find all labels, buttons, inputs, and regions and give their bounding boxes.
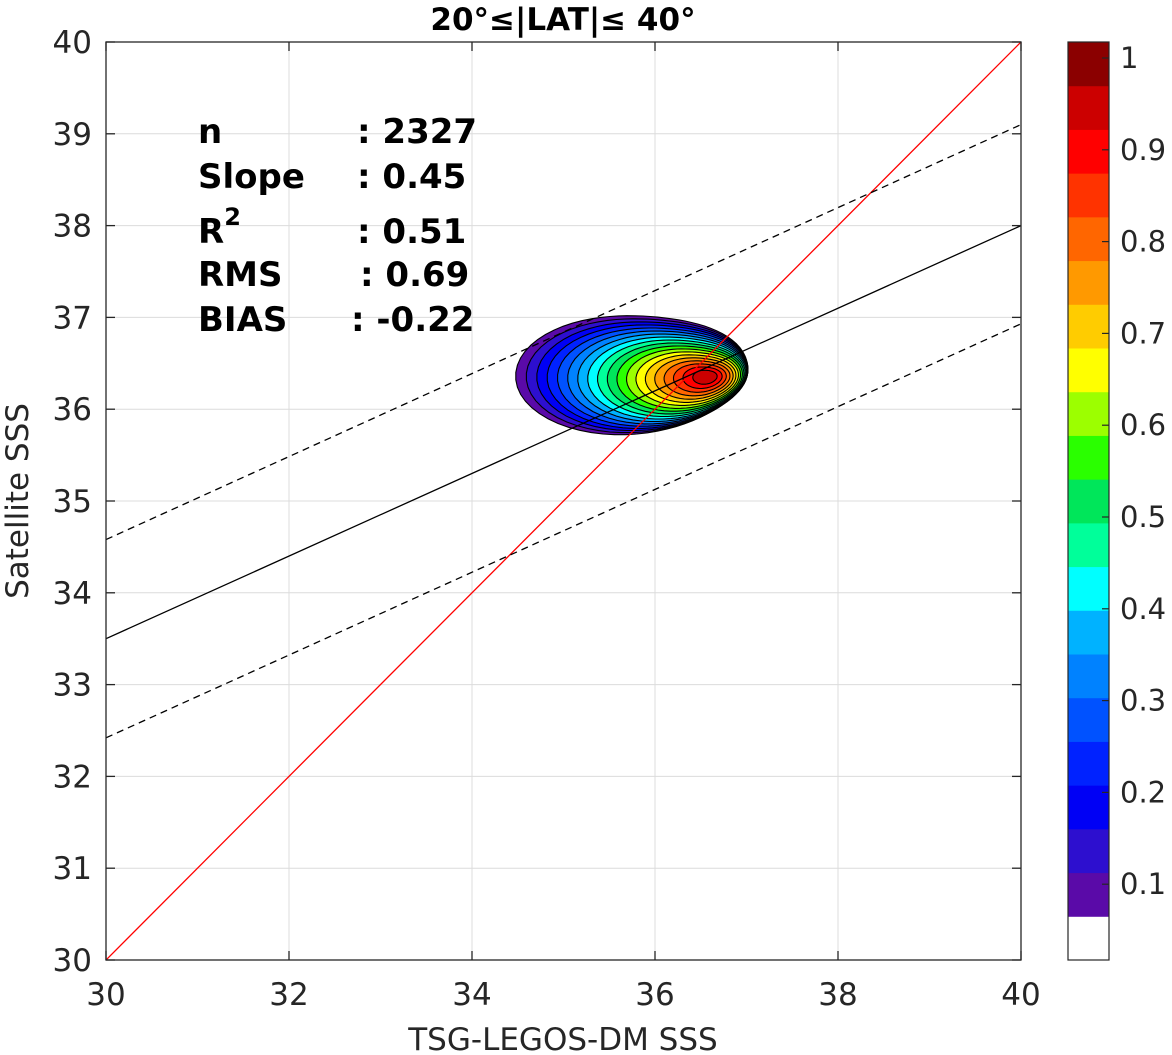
colorbar-segment (1068, 304, 1109, 349)
colorbar-segment (1068, 260, 1109, 305)
colorbar-segment (1068, 85, 1109, 130)
density-contours (515, 315, 749, 436)
stat-superscript: 2 (224, 203, 241, 231)
colorbar-tick-label: 1 (1120, 41, 1138, 75)
colorbar-segment (1068, 916, 1109, 961)
y-tick-label: 30 (53, 943, 92, 979)
colorbar-segment (1068, 216, 1109, 262)
stat-value: : -0.22 (351, 300, 474, 340)
colorbar-segment (1068, 42, 1109, 87)
x-tick-label: 38 (818, 977, 857, 1013)
colorbar-segment (1068, 129, 1109, 174)
stat-value: : 0.45 (357, 157, 466, 197)
x-tick-label: 32 (269, 977, 308, 1013)
x-tick-label: 30 (86, 977, 125, 1013)
colorbar-segment (1068, 173, 1109, 218)
colorbar: 0.1 0.2 0.3 0.4 0.5 0.6 0.7 0.8 0.9 1 (1067, 41, 1166, 961)
x-tick-labels: 30 32 34 36 38 40 (86, 977, 1040, 1013)
contour-level (692, 369, 718, 385)
regression-line (106, 225, 1021, 640)
colorbar-tick-label: 0.4 (1120, 592, 1166, 626)
colorbar-tick-label: 0.3 (1120, 684, 1166, 718)
colorbar-segment (1068, 697, 1109, 742)
colorbar-tick-label: 0.5 (1120, 500, 1166, 534)
y-tick-label: 36 (53, 392, 92, 428)
colorbar-segment (1068, 872, 1109, 917)
x-tick-label: 40 (1001, 977, 1040, 1013)
stat-label: n (198, 112, 222, 152)
colorbar-segment (1068, 479, 1109, 524)
y-tick-labels: 30 31 32 33 34 35 36 37 38 39 40 (53, 25, 92, 979)
colorbar-tick-label: 0.9 (1120, 133, 1166, 167)
colorbar-frame (1067, 41, 1110, 961)
chart-title: 20°≤|LAT|≤ 40° (430, 2, 695, 38)
x-tick-label: 36 (635, 977, 674, 1013)
y-tick-label: 34 (53, 576, 92, 612)
y-axis-title: Satellite SSS (0, 403, 36, 599)
colorbar-segment (1068, 566, 1109, 611)
grid (105, 41, 1022, 961)
colorbar-segment (1068, 741, 1109, 786)
colorbar-tick-label: 0.8 (1120, 225, 1166, 259)
fit-lines (106, 42, 1021, 960)
colorbar-tick-label: 0.2 (1120, 775, 1166, 809)
colorbar-tick-label: 0.7 (1120, 316, 1166, 350)
stat-label: BIAS (198, 300, 287, 340)
y-tick-label: 31 (53, 851, 92, 887)
y-tick-label: 38 (53, 209, 92, 245)
colorbar-tick-label: 0.1 (1120, 867, 1166, 901)
colorbar-segment (1068, 654, 1109, 699)
y-tick-label: 37 (53, 300, 92, 336)
colorbar-tick-label: 0.6 (1120, 408, 1166, 442)
y-tick-label: 35 (53, 484, 92, 520)
colorbar-segment (1068, 610, 1109, 655)
x-axis-title: TSG-LEGOS-DM SSS (407, 1022, 717, 1055)
axis-ticks (105, 41, 1022, 961)
stat-value: : 2327 (357, 112, 477, 152)
one-to-one-line (106, 42, 1021, 960)
colorbar-segment (1068, 348, 1109, 393)
stat-label: Slope (198, 157, 305, 197)
y-tick-label: 33 (53, 668, 92, 704)
y-tick-label: 39 (53, 117, 92, 153)
x-tick-label: 34 (452, 977, 491, 1013)
stat-label: RMS (198, 255, 283, 295)
colorbar-segment (1068, 828, 1109, 874)
stat-value: : 0.69 (360, 255, 469, 295)
y-tick-label: 40 (53, 25, 92, 61)
colorbar-segment (1068, 435, 1109, 480)
colorbar-segment (1068, 391, 1109, 436)
stat-value: : 0.51 (357, 212, 466, 252)
colorbar-segment (1068, 785, 1109, 830)
colorbar-segment (1068, 522, 1109, 568)
y-tick-label: 32 (53, 759, 92, 795)
